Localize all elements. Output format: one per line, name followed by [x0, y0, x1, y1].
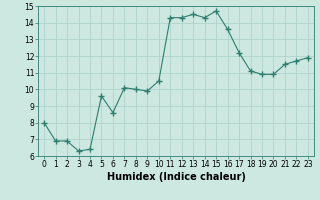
X-axis label: Humidex (Indice chaleur): Humidex (Indice chaleur)	[107, 172, 245, 182]
